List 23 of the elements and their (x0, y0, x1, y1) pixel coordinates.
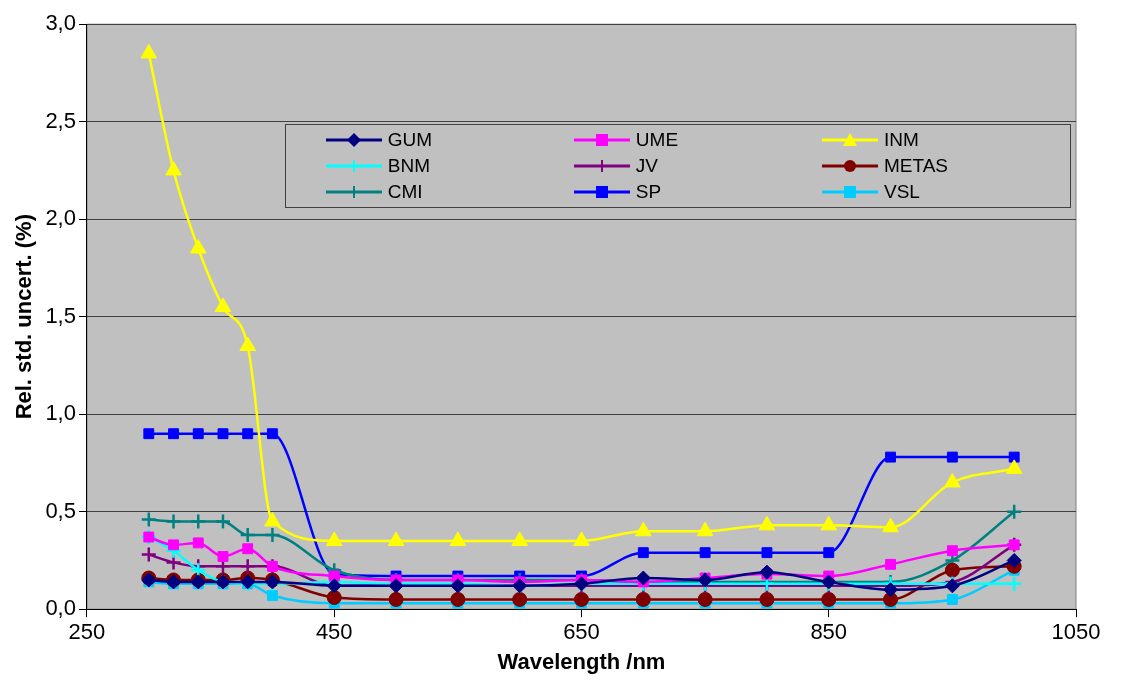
x-axis-title: Wavelength /nm (497, 648, 666, 674)
y-tick-label: 1,0 (45, 400, 76, 426)
x-tick-label: 850 (810, 619, 848, 645)
legend-label: INM (883, 128, 919, 151)
legend-label: SP (635, 180, 662, 203)
x-tick-label: 1050 (1051, 619, 1101, 645)
legend-label: JV (635, 154, 659, 177)
y-tick-label: 0,0 (45, 595, 76, 621)
legend-label: UME (635, 128, 679, 151)
y-tick-label: 0,5 (45, 497, 76, 523)
y-tick-label: 3,0 (45, 10, 76, 36)
x-tick-label: 450 (315, 619, 353, 645)
legend-label: CMI (387, 180, 423, 203)
y-axis-title: Rel. std. uncert. (%) (11, 214, 37, 420)
legend-label: METAS (883, 154, 948, 177)
y-tick-label: 1,5 (45, 302, 76, 328)
legend-label: VSL (883, 180, 920, 203)
legend-label: BNM (387, 154, 431, 177)
x-tick-label: 250 (68, 619, 106, 645)
legend-label: GUM (387, 128, 433, 151)
y-tick-label: 2,0 (45, 205, 76, 231)
x-tick-label: 650 (563, 619, 600, 645)
y-tick-label: 2,5 (45, 107, 76, 133)
